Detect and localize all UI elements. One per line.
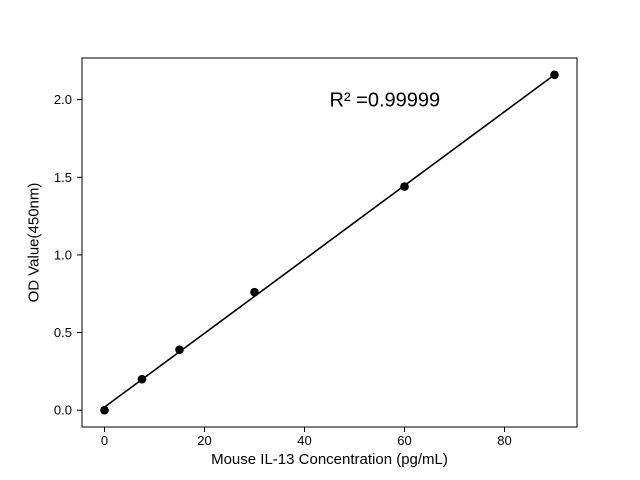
data-point xyxy=(175,345,184,354)
x-axis-ticks: 0 20 40 60 80 xyxy=(101,427,512,448)
x-tick-label: 60 xyxy=(397,433,411,448)
data-point xyxy=(250,287,259,297)
y-tick-label: 0.5 xyxy=(54,325,72,340)
y-tick-label: 0.0 xyxy=(54,403,72,418)
data-point xyxy=(137,374,147,384)
x-tick-label: 0 xyxy=(101,433,108,448)
y-tick-label: 2.0 xyxy=(54,92,72,107)
y-tick-label: 1.0 xyxy=(54,247,72,262)
data-point xyxy=(550,70,559,80)
data-point xyxy=(100,405,109,415)
x-axis-label: Mouse IL-13 Concentration (pg/mL) xyxy=(211,451,448,468)
y-axis-label: OD Value(450nm) xyxy=(26,183,43,303)
y-tick-label: 1.5 xyxy=(54,170,72,185)
x-tick-label: 20 xyxy=(197,433,211,448)
y-axis-ticks: 0.0 0.5 1.0 1.5 2.0 xyxy=(54,92,82,418)
plot-frame xyxy=(81,57,578,428)
x-tick-label: 40 xyxy=(297,433,311,448)
data-point xyxy=(400,182,409,191)
fit-line xyxy=(104,74,555,408)
data-points xyxy=(100,70,559,415)
trend-line xyxy=(104,74,555,408)
x-tick-label: 80 xyxy=(497,433,511,448)
r-squared-annotation: R² =0.99999 xyxy=(330,90,441,112)
